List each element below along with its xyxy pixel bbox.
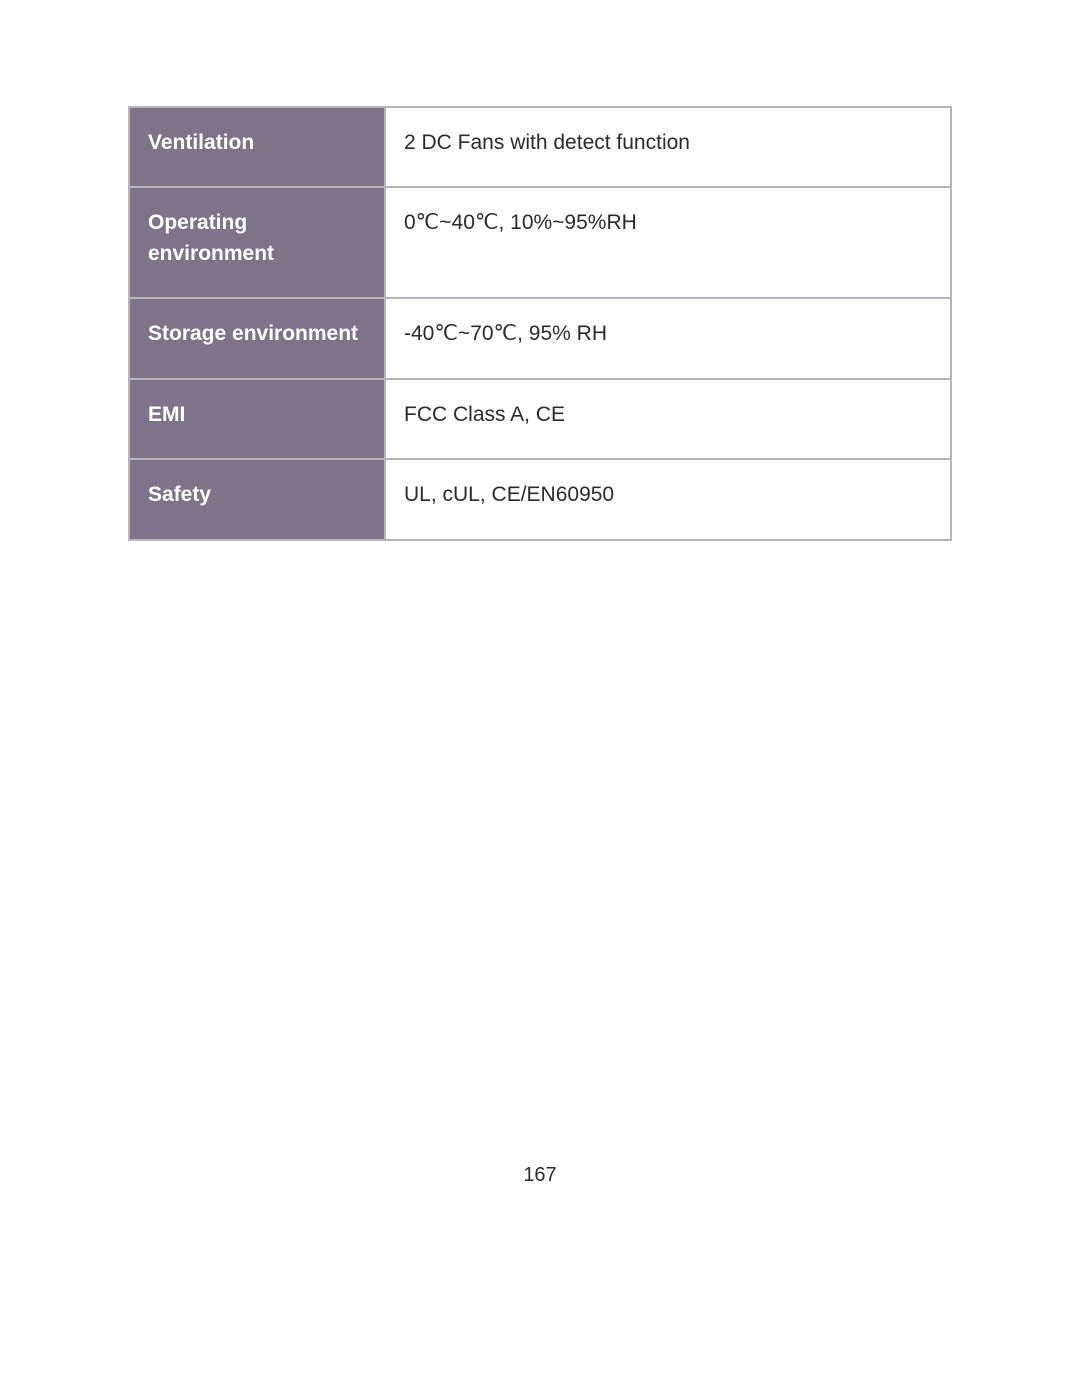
page-number: 167 — [0, 1164, 1080, 1187]
row-label: Operating environment — [129, 187, 385, 298]
specifications-table: Ventilation 2 DC Fans with detect functi… — [128, 106, 952, 541]
row-value: UL, cUL, CE/EN60950 — [385, 459, 951, 539]
table-row: EMI FCC Class A, CE — [129, 379, 951, 459]
document-page: Ventilation 2 DC Fans with detect functi… — [0, 0, 1080, 1397]
row-value: 0℃~40℃, 10%~95%RH — [385, 187, 951, 298]
table-row: Ventilation 2 DC Fans with detect functi… — [129, 107, 951, 187]
row-label: Ventilation — [129, 107, 385, 187]
row-value: -40℃~70℃, 95% RH — [385, 298, 951, 378]
table-row: Safety UL, cUL, CE/EN60950 — [129, 459, 951, 539]
row-value: FCC Class A, CE — [385, 379, 951, 459]
row-value: 2 DC Fans with detect function — [385, 107, 951, 187]
table-row: Storage environment -40℃~70℃, 95% RH — [129, 298, 951, 378]
table-row: Operating environment 0℃~40℃, 10%~95%RH — [129, 187, 951, 298]
row-label: Safety — [129, 459, 385, 539]
row-label: EMI — [129, 379, 385, 459]
row-label: Storage environment — [129, 298, 385, 378]
